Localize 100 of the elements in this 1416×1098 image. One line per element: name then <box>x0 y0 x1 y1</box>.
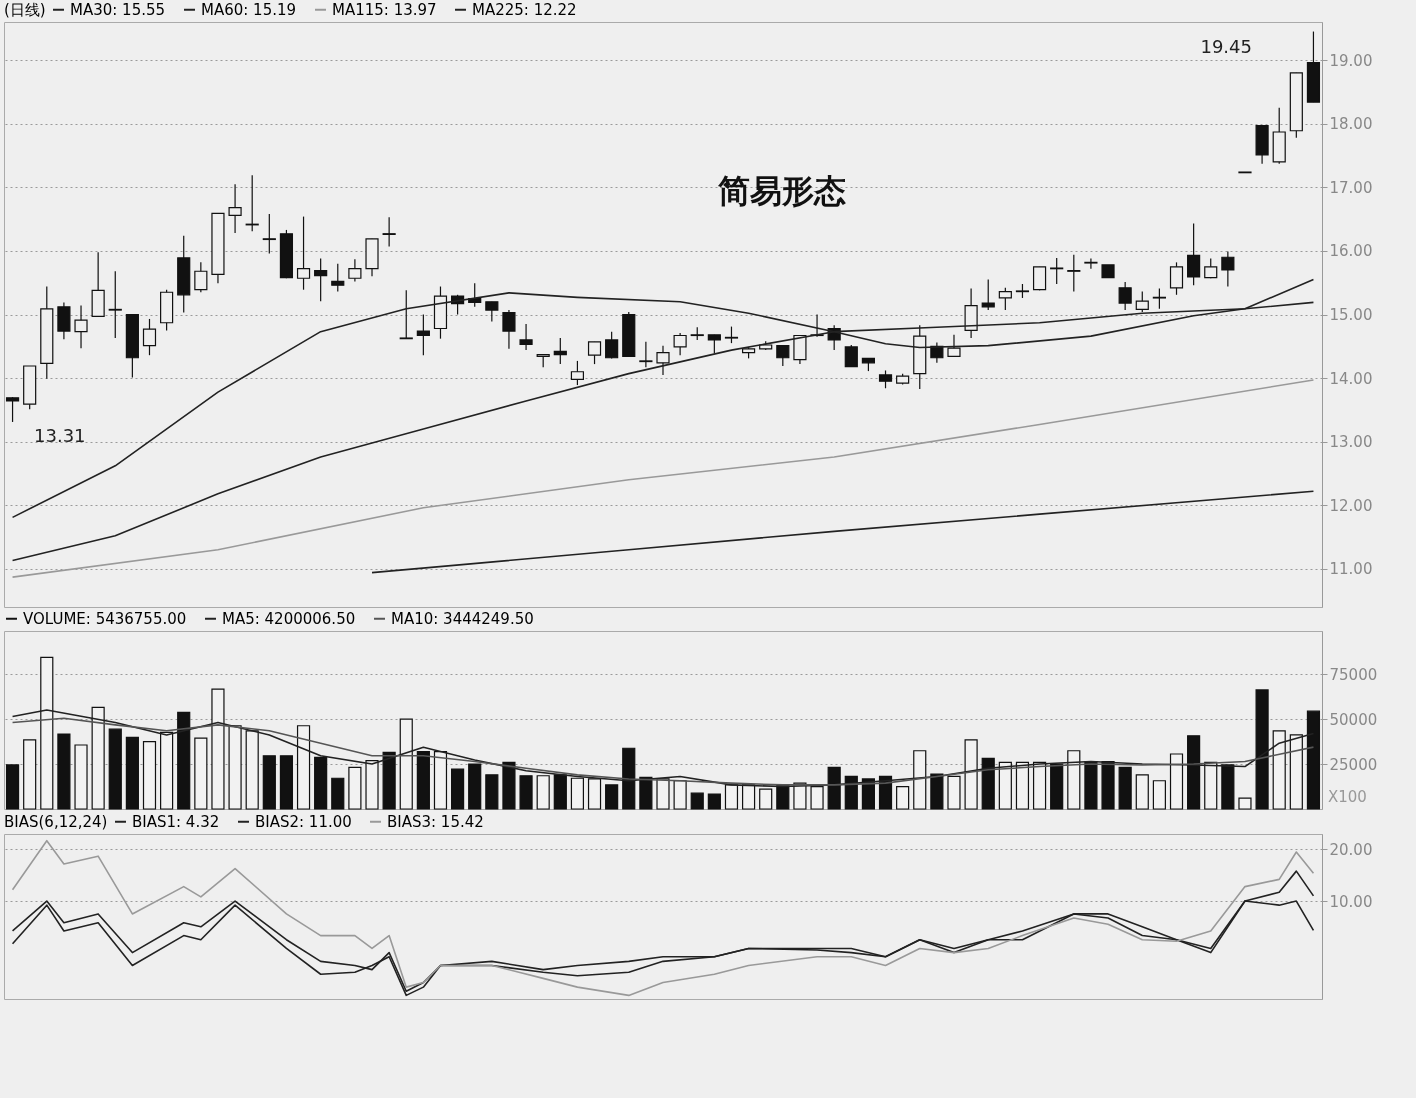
bar <box>1306 710 1321 810</box>
bar <box>451 768 465 810</box>
bar <box>382 751 396 810</box>
candlestick <box>1067 254 1081 293</box>
candlestick <box>587 341 602 365</box>
y-tick-label: 25000 <box>1329 755 1378 774</box>
bar <box>981 757 995 810</box>
bar <box>1101 760 1115 810</box>
bar <box>930 773 944 810</box>
bar <box>776 785 790 810</box>
legend-label: MA225: 12.22 <box>472 0 577 19</box>
candlestick <box>502 309 516 350</box>
bar <box>468 763 482 810</box>
bar <box>844 775 858 810</box>
candlestick <box>74 305 88 349</box>
legend-label: MA115: 13.97 <box>332 0 437 19</box>
annotation: 简易形态 <box>716 173 846 209</box>
bar <box>279 755 294 810</box>
candlestick <box>1118 281 1132 311</box>
candlestick <box>142 318 157 356</box>
candlestick <box>553 337 567 365</box>
legend-label: MA30: 15.55 <box>70 0 166 19</box>
y-tick-label: 14.00 <box>1329 369 1373 388</box>
legend-title: (日线) <box>4 1 46 19</box>
bar <box>108 728 122 810</box>
candlestick <box>1169 261 1184 296</box>
candlestick <box>605 331 619 359</box>
y-tick-label: 13.00 <box>1329 433 1373 452</box>
candlestick <box>707 334 721 354</box>
y-tick-label: 75000 <box>1329 665 1378 684</box>
candlestick <box>844 344 858 368</box>
candlestick <box>382 216 396 248</box>
bar <box>1050 763 1064 810</box>
candlestick <box>639 341 653 368</box>
candlestick <box>228 183 242 234</box>
y-tick-label: 50000 <box>1329 710 1378 729</box>
candlestick <box>776 345 790 367</box>
candlestick <box>1050 257 1064 285</box>
candlestick <box>416 313 430 356</box>
candlestick <box>485 301 499 323</box>
legend-label: MA10: 3444249.50 <box>391 609 534 628</box>
bar <box>57 733 71 810</box>
bar <box>502 761 516 810</box>
annotation: 19.45 <box>1200 36 1252 57</box>
candlestick <box>1084 257 1098 270</box>
y-tick-label: 12.00 <box>1329 496 1373 515</box>
line-series <box>371 490 1315 574</box>
candlestick <box>5 396 20 423</box>
y-tick-label: 20.00 <box>1329 840 1373 859</box>
bar <box>707 793 721 810</box>
bar <box>5 764 20 810</box>
y-tick-label: 11.00 <box>1329 560 1373 579</box>
bar <box>262 755 276 810</box>
bar <box>622 747 636 810</box>
bar <box>314 756 328 810</box>
y-tick-label: 16.00 <box>1329 242 1373 261</box>
candlestick <box>296 215 311 291</box>
y-tick-label: 10.00 <box>1329 892 1373 911</box>
candlestick <box>331 263 345 293</box>
annotation: 13.31 <box>34 425 86 446</box>
bar <box>827 766 841 810</box>
bar <box>1084 760 1098 810</box>
legend-label: BIAS3: 15.42 <box>387 812 484 831</box>
candlestick <box>519 323 533 351</box>
bar <box>605 784 619 810</box>
bar <box>553 774 567 810</box>
candlestick <box>314 257 328 302</box>
bar <box>1118 766 1132 810</box>
bar <box>1187 735 1201 810</box>
bar <box>485 774 499 810</box>
y-tick-label: 17.00 <box>1329 178 1373 197</box>
candlestick <box>981 278 995 311</box>
candlestick <box>108 270 122 339</box>
bar <box>331 777 345 810</box>
legend-label: BIAS2: 11.00 <box>255 812 352 831</box>
bar <box>519 775 533 810</box>
y-tick-label: 15.00 <box>1329 306 1373 324</box>
y-tick-label: 19.00 <box>1329 51 1373 70</box>
bar <box>125 736 139 810</box>
candlestick <box>1187 222 1201 286</box>
legend-label: MA5: 4200006.50 <box>222 609 356 628</box>
candlestick <box>656 345 670 376</box>
candlestick <box>262 213 276 255</box>
candlestick <box>570 360 585 386</box>
candlestick <box>194 261 208 293</box>
legend-label: MA60: 15.19 <box>201 0 297 19</box>
legend-title: BIAS(6,12,24) <box>4 813 108 831</box>
candlestick <box>348 258 362 283</box>
bar <box>1255 689 1269 810</box>
candlestick <box>1152 287 1166 310</box>
y-tick-label: 18.00 <box>1329 115 1373 134</box>
candlestick <box>1135 291 1149 313</box>
candlestick <box>1221 250 1235 288</box>
candlestick <box>998 287 1012 311</box>
legend-label: BIAS1: 4.32 <box>132 812 220 831</box>
bar <box>639 776 653 810</box>
bar <box>1221 764 1235 810</box>
text: X100 <box>1328 788 1367 806</box>
candlestick <box>673 332 687 356</box>
line-series <box>11 870 1315 993</box>
